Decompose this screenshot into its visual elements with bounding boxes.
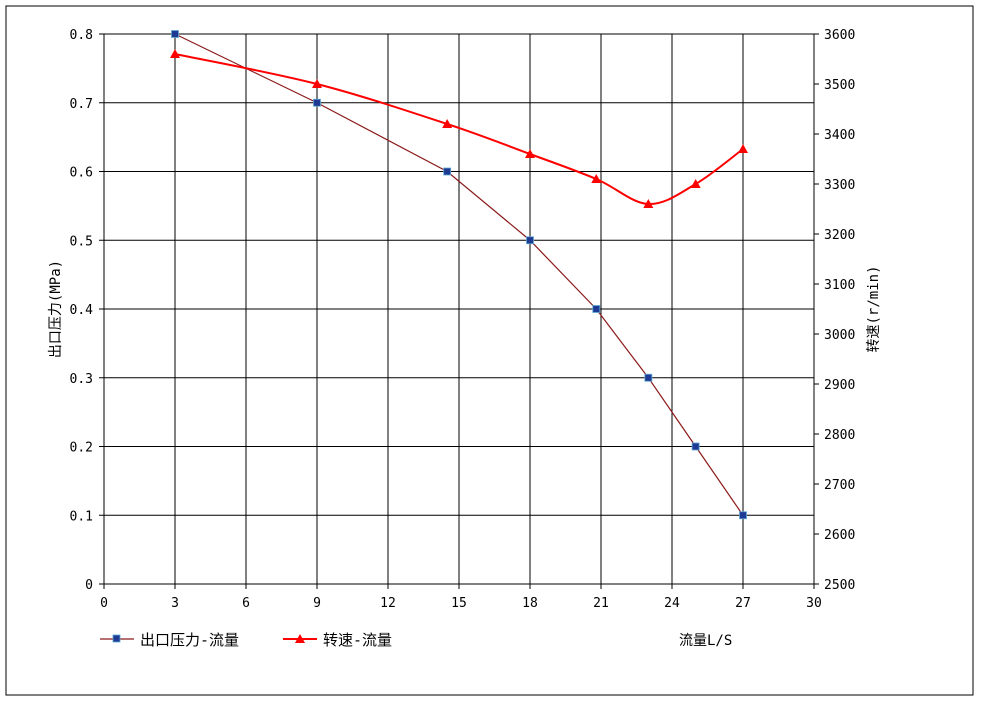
legend-marker-triangle	[295, 634, 305, 643]
series-speed	[170, 49, 748, 208]
x-axis-ticks: 0 3 6 9 12 15 18 21 24 27 30	[100, 584, 822, 611]
data-point-square	[739, 511, 747, 520]
data-point-square	[171, 30, 179, 38]
data-point-square	[313, 98, 321, 107]
legend-marker-square	[112, 634, 121, 643]
y2-tick-label: 3500	[824, 78, 855, 93]
x-tick-label: 27	[735, 596, 751, 611]
legend-item-speed: 转速-流量	[283, 631, 392, 649]
y2-tick-label: 2700	[824, 478, 855, 493]
data-point-triangle	[170, 49, 180, 58]
y2-tick-label: 3600	[824, 28, 855, 43]
data-point-square	[644, 373, 653, 382]
x-tick-label: 9	[313, 596, 321, 611]
y2-tick-label: 2900	[824, 378, 855, 393]
x-tick-label: 15	[451, 596, 467, 611]
y2-axis-label: 转速(r/min)	[866, 265, 882, 352]
data-point-triangle	[643, 199, 654, 208]
y2-tick-label: 2600	[824, 528, 855, 543]
y-tick-label: 0.6	[70, 166, 93, 181]
data-point-square	[592, 305, 601, 313]
x-tick-label: 21	[593, 596, 609, 611]
y-tick-label: 0.1	[70, 509, 93, 524]
series-line-pressure	[174, 33, 744, 516]
y2-axis-ticks: 2500 2600 2700 2800 2900 3000 3100 3200 3300 3400…	[814, 28, 855, 593]
y2-tick-label: 2500	[824, 578, 855, 593]
data-point-square	[443, 167, 452, 176]
y2-tick-label: 3200	[824, 228, 855, 243]
data-point-triangle	[738, 144, 748, 153]
y-tick-label: 0.7	[70, 97, 93, 112]
y-tick-label: 0.2	[70, 441, 93, 456]
chart-outer-border	[5, 5, 974, 696]
series-layer	[170, 30, 748, 520]
x-axis-label: 流量L/S	[679, 633, 732, 649]
legend-label-speed: 转速-流量	[323, 631, 392, 649]
y-tick-label: 0	[85, 578, 93, 593]
data-point-triangle	[690, 179, 701, 188]
data-point-triangle	[312, 79, 322, 88]
data-point-square	[691, 442, 700, 451]
y-tick-label: 0.3	[70, 372, 93, 387]
data-point-square	[526, 236, 534, 245]
legend-item-pressure: 出口压力-流量	[100, 631, 239, 649]
y-axis-ticks: 0 0.1 0.2 0.3 0.4 0.5 0.6 0.7 0.8	[70, 28, 104, 593]
y-axis-label: 出口压力(MPa)	[48, 260, 64, 358]
x-tick-label: 18	[522, 596, 538, 611]
x-tick-label: 12	[380, 596, 396, 611]
y-tick-label: 0.4	[70, 303, 94, 318]
y2-tick-label: 2800	[824, 428, 855, 443]
series-pressure	[171, 30, 747, 520]
legend-label-pressure: 出口压力-流量	[140, 631, 239, 649]
x-tick-label: 0	[100, 596, 108, 611]
y2-tick-label: 3400	[824, 128, 855, 143]
y2-tick-label: 3300	[824, 178, 855, 193]
x-tick-label: 6	[242, 596, 250, 611]
y2-tick-label: 3000	[824, 328, 855, 343]
legend: 出口压力-流量 转速-流量	[100, 631, 392, 649]
y-tick-label: 0.8	[70, 28, 93, 43]
grid	[104, 34, 814, 584]
data-point-triangle	[442, 119, 453, 128]
y-tick-label: 0.5	[70, 234, 93, 249]
x-tick-label: 24	[664, 596, 680, 611]
data-point-triangle	[591, 174, 602, 183]
y2-tick-label: 3100	[824, 278, 855, 293]
x-tick-label: 30	[806, 596, 822, 611]
data-point-triangle	[525, 149, 535, 158]
x-tick-label: 3	[171, 596, 179, 611]
